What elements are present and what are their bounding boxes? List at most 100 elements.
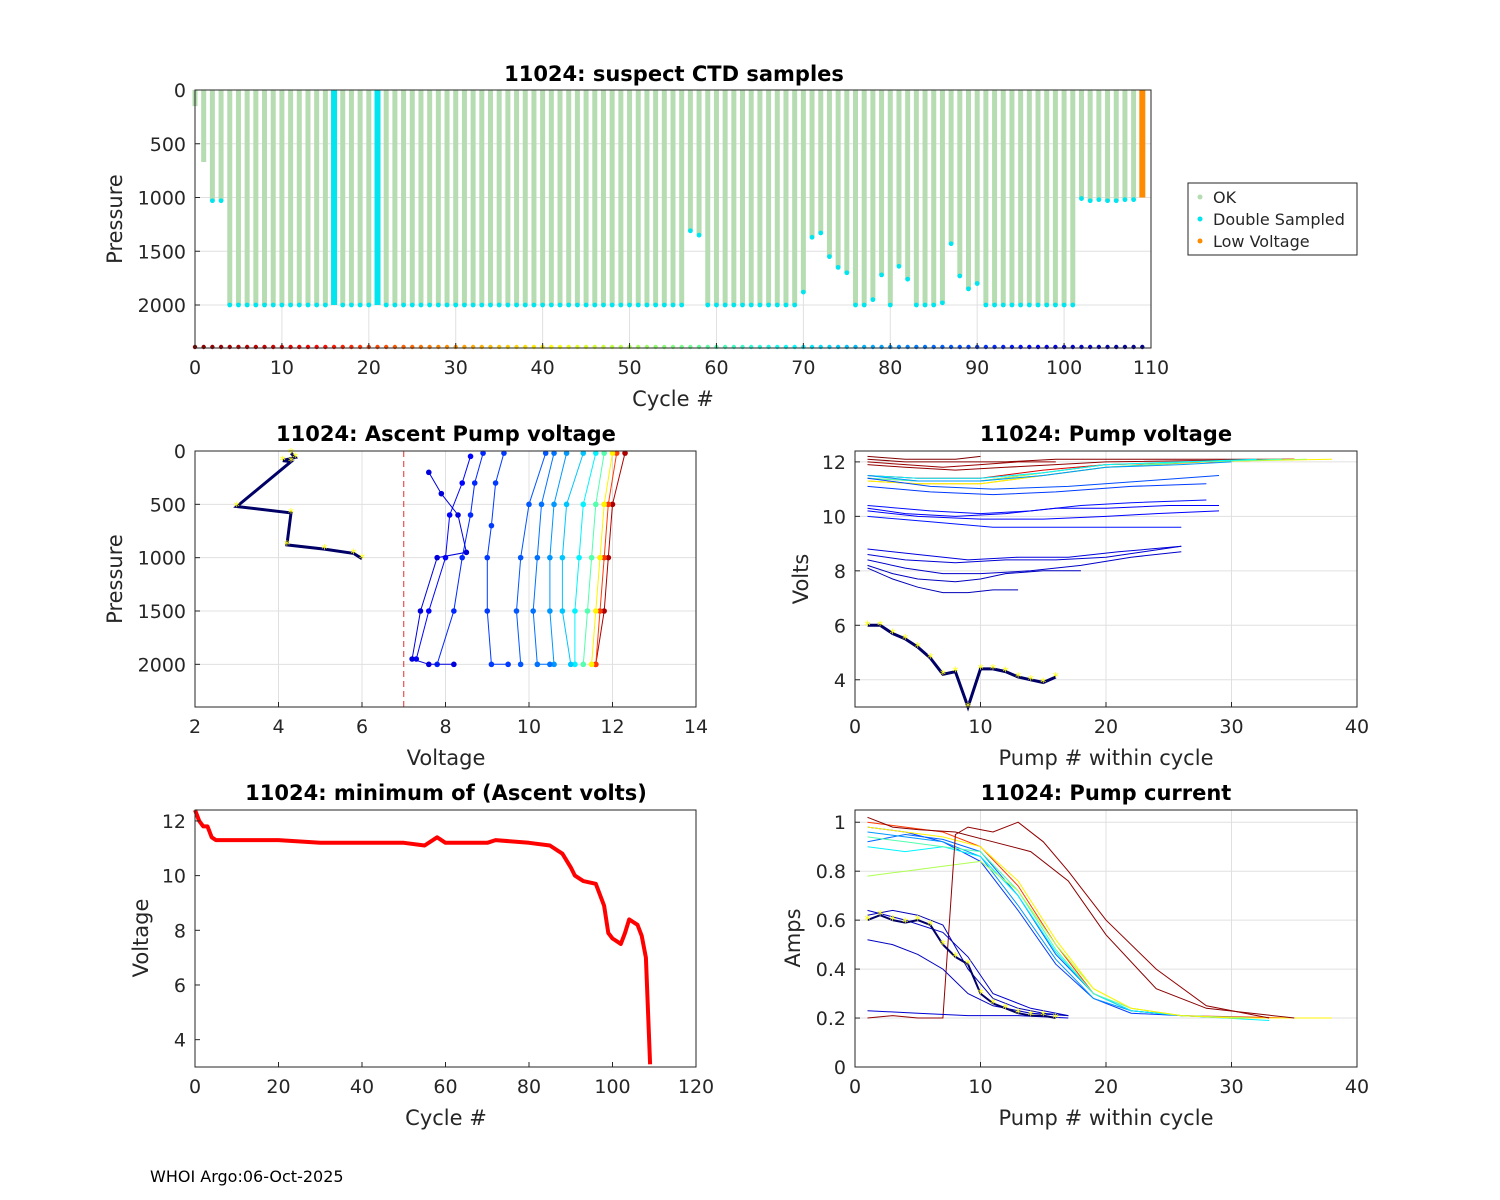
pumpv-series-0: [867, 455, 981, 460]
cycle-color-dot-9: [271, 344, 276, 350]
pumpc-star-4: *: [915, 913, 921, 927]
suspect-title: 11024: suspect CTD samples: [504, 62, 844, 86]
pumpv-series-97: [867, 505, 1219, 517]
cycle-color-dot-52: [644, 344, 650, 350]
ascent-point-87-1: [526, 501, 532, 508]
double-sample-dot-29: [444, 302, 450, 308]
double-sample-dot-6: [244, 302, 250, 308]
pumpc-series-1: [867, 816, 1295, 1019]
cycle-color-dot-97: [1035, 344, 1041, 350]
double-sample-dot-5: [236, 302, 241, 308]
cycle-color-dot-15: [323, 344, 328, 350]
ascent-point-100-6: [409, 656, 415, 662]
double-sample-dot-35: [496, 302, 502, 308]
legend-ok-label: OK: [1213, 188, 1237, 207]
double-sample-dot-32: [470, 302, 476, 308]
cycle-color-dot-83: [914, 344, 919, 350]
double-sample-dot-79: [879, 272, 884, 278]
cycle-color-dot-41: [549, 344, 554, 350]
ascent-point-96-4: [426, 608, 432, 614]
pumpc-star-6: *: [940, 938, 946, 952]
double-sample-dot-83: [913, 302, 919, 308]
suspect-ytick-label-4: 2000: [138, 295, 186, 317]
pumpv-ylabel: Volts: [789, 554, 813, 605]
double-sample-dot-103: [1087, 198, 1093, 204]
cycle-color-dot-81: [896, 344, 902, 350]
ascent-point-5-2: [605, 554, 612, 561]
double-sample-dot-97: [1035, 302, 1041, 308]
ascent-point-90-1: [492, 480, 499, 486]
double-sample-dot-54: [661, 302, 667, 308]
ascent-point-20-4: [593, 661, 599, 668]
cycle-color-dot-25: [410, 344, 415, 350]
double-sample-dot-77: [861, 302, 867, 308]
double-sample-dot-30: [453, 302, 459, 308]
cycle-color-dot-85: [931, 344, 936, 350]
minv-ytick-label-1: 6: [174, 975, 186, 997]
double-sample-dot-66: [766, 302, 771, 308]
cycle-color-dot-75: [844, 344, 850, 350]
pumpv-ytick-label-4: 12: [822, 452, 846, 474]
pumpc-series-2: [867, 821, 1270, 1019]
pumpv-star-10: *: [990, 662, 996, 676]
double-sample-dot-36: [505, 302, 511, 308]
cycle-color-dot-87: [948, 344, 954, 350]
cycle-color-dot-17: [340, 344, 345, 350]
ascent-point-5-0: [622, 450, 628, 456]
cycle-color-dot-13: [305, 344, 311, 350]
pumpv-marks: * ** **** *** * * * * * *: [865, 455, 1332, 714]
double-sample-dot-19: [357, 302, 363, 308]
ascent-point-80-2: [547, 554, 553, 561]
cycle-color-dot-2: [210, 344, 215, 350]
cycle-color-dot-49: [618, 344, 624, 350]
pumpv-series-96: [867, 510, 1220, 520]
double-sample-dot-99: [1053, 302, 1058, 308]
double-sample-dot-2: [209, 198, 215, 204]
pumpv-series-90: [867, 483, 1207, 496]
cycle-color-dot-39: [531, 344, 537, 350]
double-sample-dot-74: [835, 264, 841, 270]
ascent-star-109-4: *: [234, 499, 240, 513]
ascent-point-90-0: [501, 450, 507, 456]
pumpc-xlabel: Pump # within cycle: [999, 1106, 1214, 1130]
cycle-color-dot-24: [401, 344, 406, 350]
double-sample-dot-71: [809, 234, 815, 240]
cycle-color-dot-106: [1114, 344, 1119, 350]
cycle-color-dot-61: [722, 344, 728, 350]
cycle-color-dot-47: [601, 344, 606, 350]
panel-suspect-ctd: 11024: suspect CTD samples 0 10 20 30 40 50 60…: [103, 62, 1358, 411]
ascent-xlabel: Voltage: [407, 746, 486, 770]
cycle-color-dot-42: [557, 344, 563, 350]
minv-xlabel: Cycle #: [405, 1106, 487, 1130]
ascent-point-80-4: [551, 661, 557, 668]
pumpv-star-11: *: [1003, 665, 1009, 679]
double-sample-dot-48: [609, 302, 615, 308]
pumpv-series-104: [867, 567, 1019, 594]
suspect-ytick-label-0: 0: [174, 80, 186, 102]
double-sample-dot-95: [1018, 302, 1024, 308]
double-sample-dot-73: [827, 254, 832, 260]
double-sample-dot-40: [540, 302, 546, 308]
pumpc-xtick-label-3: 30: [1219, 1076, 1243, 1098]
minv-xtick-label-4: 80: [517, 1076, 541, 1098]
ascent-point-92-1: [471, 480, 478, 486]
pumpc-title: 11024: Pump current: [981, 781, 1232, 805]
cycle-color-dot-26: [418, 344, 424, 350]
minv-marks: [193, 809, 653, 1065]
pumpv-series-3: [867, 461, 1056, 468]
suspect-legend: OK Double Sampled Low Voltage: [1187, 182, 1358, 256]
cycle-color-dot-19: [357, 344, 363, 350]
cycle-color-dot-28: [436, 344, 441, 350]
double-sample-dot-60: [714, 302, 719, 308]
cycle-color-dot-8: [262, 344, 267, 350]
pumpc-ytick-label-0: 0: [834, 1057, 846, 1079]
ascent-xtick-label-4: 10: [517, 716, 541, 738]
minv-ytick-label-0: 4: [174, 1030, 186, 1052]
pumpv-xtick-label-3: 30: [1219, 716, 1243, 738]
pumpv-title: 11024: Pump voltage: [980, 422, 1232, 446]
ascent-point-90-5: [488, 661, 495, 668]
pumpc-ytick-label-2: 0.4: [816, 959, 846, 981]
double-sample-dot-96: [1026, 302, 1032, 308]
pumpv-xtick-label-4: 40: [1345, 716, 1369, 738]
suspect-xtick-label-8: 80: [878, 357, 902, 379]
